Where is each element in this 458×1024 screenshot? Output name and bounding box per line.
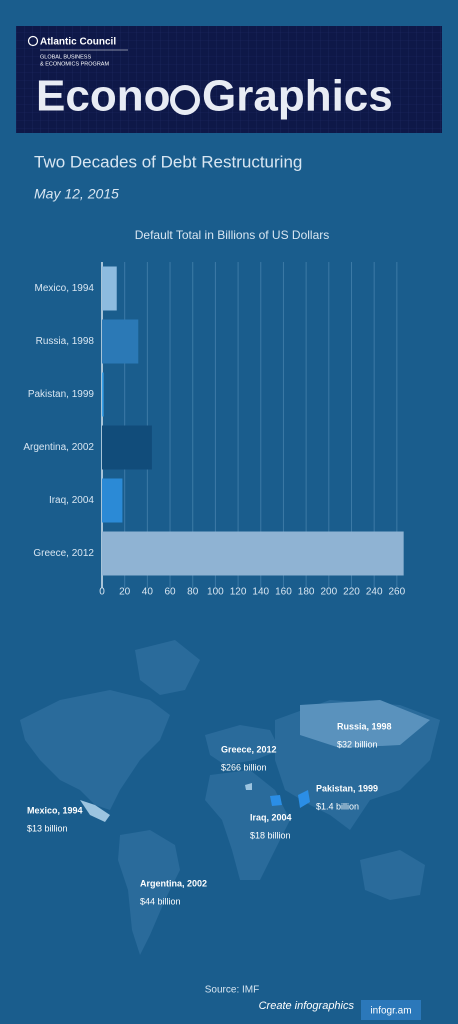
north-america: [20, 690, 170, 810]
brand-globe-inner: [175, 90, 195, 110]
y-tick-label: Russia, 1998: [36, 336, 95, 347]
bar-chart: 0 20 40 60 80 100 120 140 160 180 200 220 240 260 Mexi…: [23, 262, 406, 598]
source: Source: IMF: [205, 985, 259, 996]
header-grid: [16, 26, 442, 133]
map-label-amount: $266 billion: [221, 762, 267, 772]
australia: [360, 850, 425, 900]
program-line: GLOBAL BUSINESS: [40, 54, 91, 60]
map-label-name: Russia, 1998: [337, 721, 392, 731]
y-tick-label: Iraq, 2004: [49, 495, 94, 506]
south-america: [118, 830, 180, 955]
map-label-amount: $18 billion: [250, 830, 291, 840]
footer-brand[interactable]: infogr.am: [370, 1006, 411, 1017]
bar: [102, 425, 152, 470]
y-tick-label: Argentina, 2002: [23, 442, 94, 453]
program-line: & ECONOMICS PROGRAM: [40, 61, 109, 67]
page-title: Two Decades of Debt Restructuring: [34, 152, 302, 171]
org-name: Atlantic Council: [40, 37, 116, 48]
bar: [102, 319, 139, 364]
bar: [102, 531, 404, 576]
x-tick-label: 20: [119, 587, 131, 598]
bar: [102, 478, 123, 523]
map-label-amount: $1.4 billion: [316, 801, 359, 811]
x-tick-label: 200: [320, 587, 337, 598]
x-tick-label: 100: [207, 587, 224, 598]
y-tick-label: Greece, 2012: [33, 548, 94, 559]
map-label-amount: $32 billion: [337, 739, 378, 749]
greenland: [135, 640, 200, 695]
x-tick-label: 260: [389, 587, 406, 598]
logo-globe: [27, 35, 39, 47]
x-tick-label: 240: [366, 587, 383, 598]
chart-title: Default Total in Billions of US Dollars: [135, 228, 330, 242]
y-tick-label: Mexico, 1994: [35, 283, 95, 294]
africa: [205, 770, 290, 880]
map-labels: Russia, 1998 $32 billion Greece, 2012 $266 …: [27, 721, 392, 906]
map-label-name: Greece, 2012: [221, 744, 277, 754]
map-label-name: Iraq, 2004: [250, 812, 292, 822]
russia: [300, 700, 430, 748]
y-tick-label: Pakistan, 1999: [28, 389, 95, 400]
x-tick-label: 60: [164, 587, 176, 598]
bar: [102, 372, 104, 417]
x-tick-label: 40: [142, 587, 154, 598]
bar: [102, 266, 117, 311]
europe: [205, 725, 280, 765]
x-tick-label: 140: [252, 587, 269, 598]
map-label-name: Argentina, 2002: [140, 878, 207, 888]
x-tick-label: 0: [99, 587, 105, 598]
page-date: May 12, 2015: [34, 186, 119, 202]
x-tick-label: 120: [230, 587, 247, 598]
mexico: [80, 800, 110, 822]
greece: [245, 783, 252, 790]
x-tick-label: 160: [275, 587, 292, 598]
x-tick-label: 220: [343, 587, 360, 598]
world-map: [20, 640, 440, 955]
pakistan: [298, 790, 310, 808]
x-tick-label: 80: [187, 587, 199, 598]
map-label-name: Mexico, 1994: [27, 805, 83, 815]
iraq: [270, 795, 282, 806]
brand-right: Graphics: [202, 72, 393, 121]
map-label-amount: $13 billion: [27, 823, 68, 833]
map-label-name: Pakistan, 1999: [316, 783, 378, 793]
map-label-amount: $44 billion: [140, 896, 181, 906]
footer-badge[interactable]: [361, 1000, 421, 1020]
x-tick-label: 180: [298, 587, 315, 598]
footer-cta: Create infographics: [259, 1000, 355, 1012]
brand-left: Econo: [36, 72, 170, 121]
